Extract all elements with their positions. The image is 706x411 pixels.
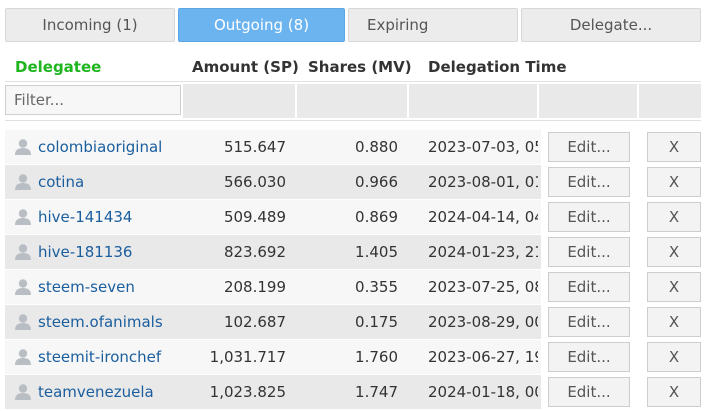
delegation-time-cell: 2024-01-18, 00:: [428, 383, 538, 401]
table-row: steemit-ironchef 1,031.717 1.760 2023-06-27…: [5, 340, 701, 374]
shares-cell: 0.880: [355, 138, 398, 156]
amount-cell: 208.199: [223, 278, 286, 296]
user-icon: [13, 277, 33, 297]
shares-cell: 1.760: [355, 348, 398, 366]
delegatee-cell: hive-141434: [13, 200, 188, 234]
remove-button[interactable]: X: [647, 272, 701, 302]
amount-cell: 566.030: [223, 173, 286, 191]
column-header-delegatee[interactable]: Delegatee: [15, 58, 102, 76]
user-icon: [13, 172, 33, 192]
shares-cell: 0.966: [355, 173, 398, 191]
table-row: cotina 566.030 0.966 2023-08-01, 01: Edit...…: [5, 165, 701, 199]
edit-button[interactable]: Edit...: [548, 202, 630, 232]
amount-cell: 515.647: [223, 138, 286, 156]
delegatee-cell: steem.ofanimals: [13, 305, 188, 339]
user-icon: [13, 137, 33, 157]
edit-button[interactable]: Edit...: [548, 167, 630, 197]
tab-incoming[interactable]: Incoming (1): [5, 8, 175, 42]
table-row: colombiaoriginal 515.647 0.880 2023-07-03, …: [5, 130, 701, 164]
delegatee-link[interactable]: hive-141434: [38, 208, 133, 226]
table-row: hive-181136 823.692 1.405 2024-01-23, 21: Ed…: [5, 235, 701, 269]
filter-divider: [5, 120, 701, 121]
delegation-time-cell: 2023-07-25, 08:: [428, 278, 538, 296]
delegate-button[interactable]: Delegate...: [521, 8, 701, 42]
delegatee-cell: steemit-ironchef: [13, 340, 188, 374]
delegatee-cell: cotina: [13, 165, 188, 199]
filter-cell-amount: [183, 84, 295, 118]
amount-cell: 1,023.825: [209, 383, 286, 401]
remove-button[interactable]: X: [647, 132, 701, 162]
delegatee-cell: teamvenezuela: [13, 375, 188, 409]
header-divider: [5, 81, 701, 82]
remove-button[interactable]: X: [647, 307, 701, 337]
edit-button[interactable]: Edit...: [548, 377, 630, 407]
delegatee-link[interactable]: steemit-ironchef: [38, 348, 162, 366]
remove-button[interactable]: X: [647, 377, 701, 407]
delegation-time-cell: 2023-07-03, 05:: [428, 138, 538, 156]
delegatee-cell: hive-181136: [13, 235, 188, 269]
delegation-time-cell: 2023-06-27, 19:: [428, 348, 538, 366]
shares-cell: 1.747: [355, 383, 398, 401]
delegatee-link[interactable]: hive-181136: [38, 243, 133, 261]
filter-cell-shares: [297, 84, 407, 118]
delegatee-link[interactable]: teamvenezuela: [38, 383, 154, 401]
remove-button[interactable]: X: [647, 237, 701, 267]
shares-cell: 0.355: [355, 278, 398, 296]
amount-cell: 102.687: [223, 313, 286, 331]
table-row: steem.ofanimals 102.687 0.175 2023-08-29, 0…: [5, 305, 701, 339]
delegatee-link[interactable]: cotina: [38, 173, 85, 191]
delegatee-cell: colombiaoriginal: [13, 130, 188, 164]
amount-cell: 509.489: [223, 208, 286, 226]
edit-button[interactable]: Edit...: [548, 307, 630, 337]
user-icon: [13, 347, 33, 367]
delegatee-cell: steem-seven: [13, 270, 188, 304]
filter-cell-edit: [539, 84, 637, 118]
user-icon: [13, 207, 33, 227]
column-header-shares[interactable]: Shares (MV): [308, 58, 412, 76]
filter-cell-delete: [639, 84, 701, 118]
shares-cell: 1.405: [355, 243, 398, 261]
delegatee-link[interactable]: steem-seven: [38, 278, 135, 296]
edit-button[interactable]: Edit...: [548, 272, 630, 302]
amount-cell: 823.692: [223, 243, 286, 261]
amount-cell: 1,031.717: [209, 348, 286, 366]
table-row: hive-141434 509.489 0.869 2024-04-14, 04: Ed…: [5, 200, 701, 234]
filter-cell-time: [409, 84, 537, 118]
shares-cell: 0.175: [355, 313, 398, 331]
remove-button[interactable]: X: [647, 342, 701, 372]
tab-bar: Incoming (1) Outgoing (8) Expiring Deleg…: [0, 0, 706, 48]
delegation-time-cell: 2023-08-01, 01:: [428, 173, 538, 191]
filter-input[interactable]: [5, 85, 181, 115]
delegation-time-cell: 2023-08-29, 00:: [428, 313, 538, 331]
column-header-time[interactable]: Delegation Time: [428, 58, 567, 76]
user-icon: [13, 382, 33, 402]
user-icon: [13, 312, 33, 332]
delegation-time-cell: 2024-04-14, 04:: [428, 208, 538, 226]
shares-cell: 0.869: [355, 208, 398, 226]
remove-button[interactable]: X: [647, 167, 701, 197]
edit-button[interactable]: Edit...: [548, 237, 630, 267]
edit-button[interactable]: Edit...: [548, 342, 630, 372]
delegatee-link[interactable]: steem.ofanimals: [38, 313, 163, 331]
column-header-amount[interactable]: Amount (SP): [192, 58, 299, 76]
edit-button[interactable]: Edit...: [548, 132, 630, 162]
table-row: teamvenezuela 1,023.825 1.747 2024-01-18, 0…: [5, 375, 701, 409]
table-row: steem-seven 208.199 0.355 2023-07-25, 08: Ed…: [5, 270, 701, 304]
tab-outgoing[interactable]: Outgoing (8): [178, 8, 345, 42]
delegatee-link[interactable]: colombiaoriginal: [38, 138, 163, 156]
user-icon: [13, 242, 33, 262]
delegation-time-cell: 2024-01-23, 21:: [428, 243, 538, 261]
tab-expiring[interactable]: Expiring: [348, 8, 518, 42]
remove-button[interactable]: X: [647, 202, 701, 232]
